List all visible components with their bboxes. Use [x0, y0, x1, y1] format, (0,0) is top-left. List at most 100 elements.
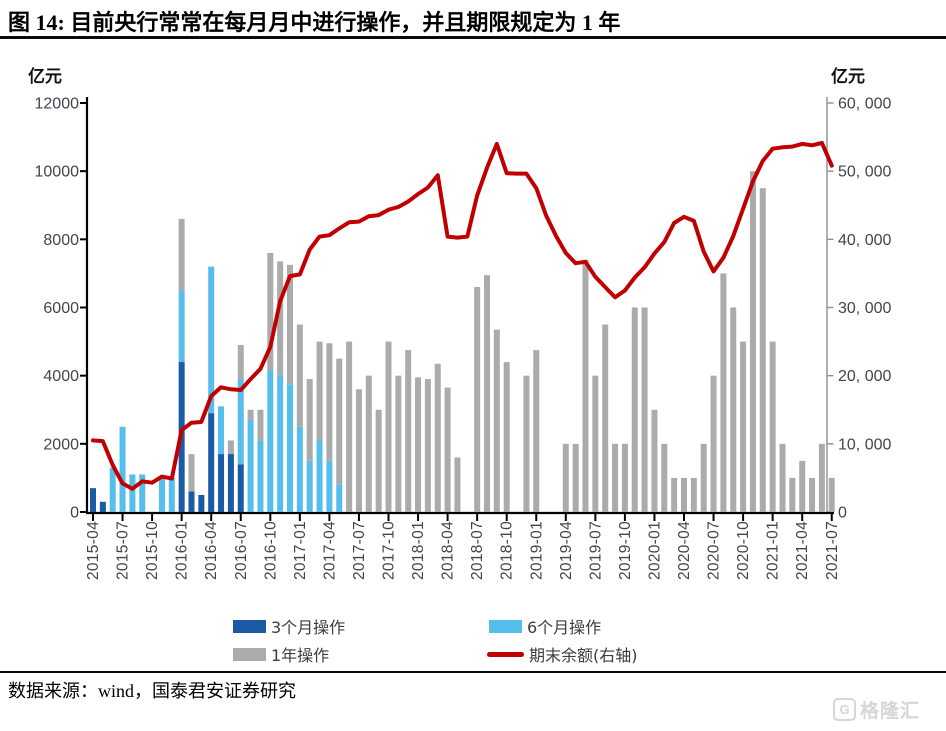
bar-segment [365, 375, 372, 512]
bar-segment [385, 341, 392, 512]
legend-label-6m: 6个月操作 [527, 618, 602, 637]
bar-segment [336, 358, 343, 485]
bar-segment [484, 275, 490, 512]
bar-segment [799, 460, 806, 512]
svg-text:2019-10: 2019-10 [617, 521, 634, 580]
bar-segment [769, 341, 776, 512]
bar-segment [99, 501, 106, 512]
bar-segment [493, 329, 500, 512]
bar-segment [218, 454, 225, 512]
legend-label-balance: 期末余额(右轴) [529, 646, 638, 665]
svg-text:2020-07: 2020-07 [706, 521, 723, 580]
axes: 0 2000 4000 6000 8000 10000 12000 0 10, 000 20, 0… [35, 96, 892, 580]
svg-text:2019-07: 2019-07 [587, 521, 604, 580]
svg-text:2017-04: 2017-04 [321, 521, 338, 580]
legend-label-1y: 1年操作 [271, 646, 330, 665]
svg-text:20, 000: 20, 000 [838, 368, 891, 385]
figure-title: 图 14: 目前央行常常在每月月中进行操作，并且期限规定为 1 年 [8, 10, 621, 35]
bar-segment [208, 413, 215, 512]
svg-text:10, 000: 10, 000 [838, 436, 891, 453]
bar-segment [444, 387, 451, 512]
bar-segment [523, 375, 530, 512]
bar-segment [395, 375, 402, 512]
bar-segment [730, 307, 737, 512]
bar-segment [296, 324, 303, 427]
svg-text:8000: 8000 [43, 232, 79, 249]
bar-segment [533, 350, 540, 512]
svg-text:2015-04: 2015-04 [85, 521, 102, 580]
bar-segment [602, 324, 609, 512]
bar-segment [306, 379, 313, 461]
svg-text:0: 0 [70, 505, 79, 522]
bar-segment [612, 443, 619, 512]
bar-segment [227, 454, 234, 512]
bar-segment [237, 344, 244, 380]
bar-segment [168, 477, 175, 512]
bar-segment [818, 443, 825, 512]
svg-text:2018-04: 2018-04 [440, 521, 457, 580]
bar-segment [661, 443, 668, 512]
svg-text:2020-01: 2020-01 [646, 521, 663, 580]
bar-segment [227, 440, 234, 455]
bar-segment [188, 491, 195, 512]
bar-segment [208, 266, 215, 414]
svg-text:2016-10: 2016-10 [262, 521, 279, 580]
bar-segment [424, 379, 431, 512]
legend-item-6m: 6个月操作 [489, 614, 601, 638]
bar-segment [720, 273, 727, 512]
chart-legend: 3个月操作 6个月操作 1年操作 期末余额(右轴) [0, 612, 946, 668]
bar-segment [415, 377, 422, 512]
bar-segment [178, 218, 185, 291]
right-axis-unit-label: 亿元 [831, 67, 865, 87]
svg-text:0: 0 [838, 505, 847, 522]
bar-segment [247, 409, 254, 420]
svg-text:2017-01: 2017-01 [292, 521, 309, 580]
bar-segment [809, 477, 816, 512]
bar-segment [631, 307, 638, 512]
operation-bars [90, 171, 835, 513]
bar-segment [267, 370, 274, 512]
bar-segment [277, 375, 284, 512]
bar-segment [582, 259, 589, 512]
svg-text:2020-10: 2020-10 [735, 521, 752, 580]
svg-text:2017-07: 2017-07 [351, 521, 368, 580]
bar-segment [710, 375, 717, 512]
bar-segment [326, 343, 333, 461]
svg-text:2016-07: 2016-07 [233, 521, 250, 580]
bar-segment [277, 261, 284, 376]
bar-segment [257, 409, 264, 441]
bar-segment [562, 443, 569, 512]
bar-segment [454, 457, 461, 512]
svg-text:2015-10: 2015-10 [144, 521, 161, 580]
bar-segment [434, 363, 441, 512]
svg-text:4000: 4000 [43, 368, 79, 385]
bar-segment [503, 362, 510, 512]
svg-text:2021-07: 2021-07 [824, 521, 841, 580]
title-divider-rule [0, 36, 946, 39]
legend-swatch-balance-line [487, 651, 524, 657]
svg-text:2018-10: 2018-10 [499, 521, 516, 580]
bar-segment [641, 307, 648, 512]
bar-segment [759, 188, 766, 513]
bar-segment [129, 474, 136, 512]
bar-segment [316, 341, 323, 441]
bar-segment [700, 443, 707, 512]
gelonghui-logo-icon: G [833, 698, 856, 721]
bar-segment [257, 440, 264, 512]
bar-segment [198, 494, 205, 512]
bar-segment [749, 171, 756, 512]
svg-text:12000: 12000 [35, 96, 80, 113]
legend-item-balance: 期末余额(右轴) [487, 642, 638, 666]
bar-segment [287, 384, 293, 512]
bar-segment [355, 389, 362, 512]
legend-item-3m: 3个月操作 [233, 614, 345, 638]
bar-segment [316, 440, 323, 512]
bar-segment [237, 464, 244, 512]
bar-segment [740, 341, 747, 512]
svg-text:60, 000: 60, 000 [838, 96, 891, 113]
svg-text:2021-01: 2021-01 [765, 521, 782, 580]
bar-segment [828, 477, 835, 512]
svg-text:2019-01: 2019-01 [528, 521, 545, 580]
